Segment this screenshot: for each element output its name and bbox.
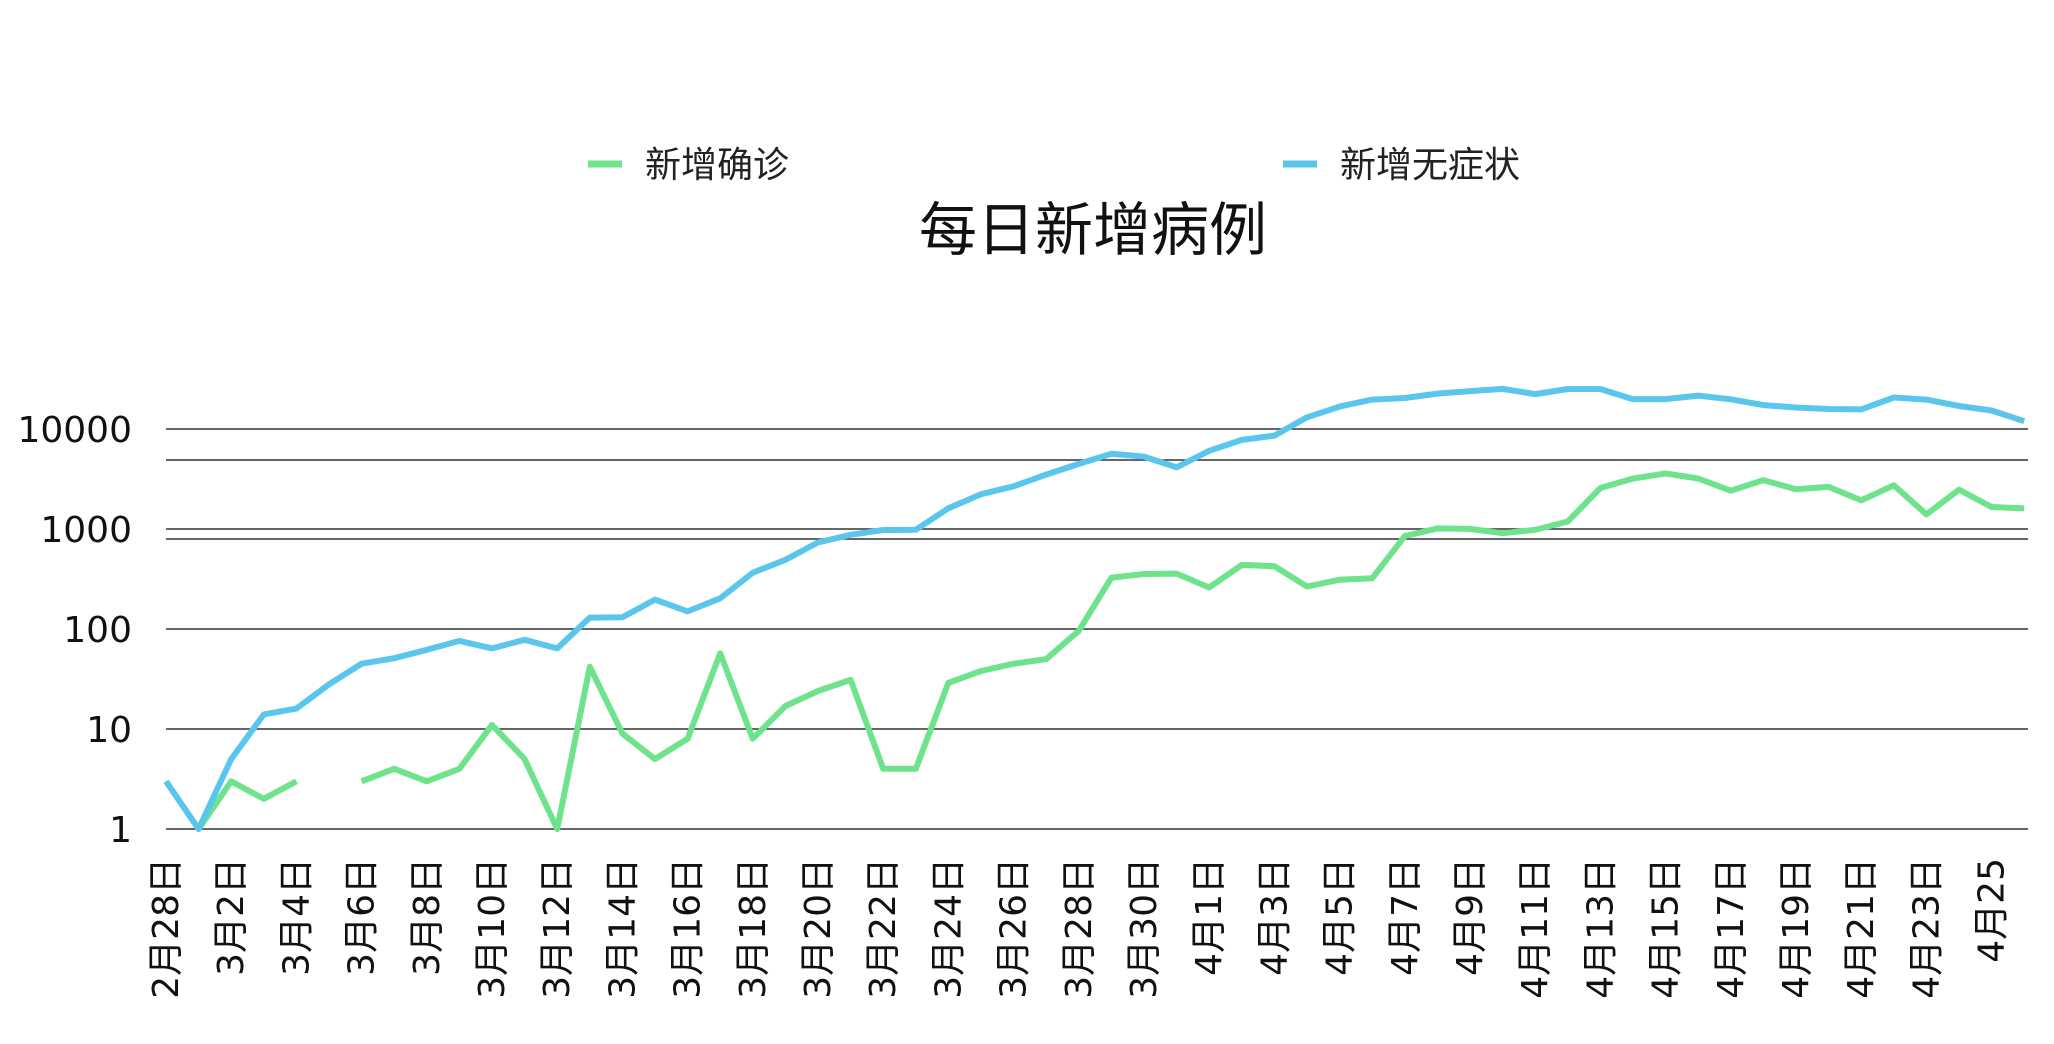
x-tick-label: 4月7日 [1385, 858, 1426, 976]
x-tick-label: 3月14日 [602, 858, 643, 999]
x-tick-label: 4月25 [1972, 858, 2013, 963]
x-tick-label: 4月17日 [1711, 858, 1752, 999]
x-tick-label: 3月8日 [407, 858, 448, 976]
x-tick-label: 3月30日 [1124, 858, 1165, 999]
x-tick-label: 3月28日 [1059, 858, 1100, 999]
x-tick-label: 4月5日 [1320, 858, 1361, 976]
legend: 新增确诊 新增无症状 [588, 145, 1520, 186]
x-tick-label: 3月20日 [798, 858, 839, 999]
x-tick-label: 4月11日 [1515, 858, 1556, 999]
chart-title: 每日新增病例 [919, 196, 1267, 264]
x-tick-label: 4月19日 [1776, 858, 1817, 999]
x-tick-label: 3月16日 [668, 858, 709, 999]
y-tick-label: 10000 [17, 410, 132, 451]
y-tick-label: 1 [109, 810, 132, 851]
grid [166, 428, 2028, 830]
x-tick-label: 4月1日 [1189, 858, 1230, 976]
x-tick-label: 3月18日 [733, 858, 774, 999]
series-line-confirmed [196, 470, 2025, 832]
x-tick-label: 3月12日 [537, 858, 578, 999]
x-tick-label: 4月21日 [1841, 858, 1882, 999]
x-tick-label: 3月22日 [863, 858, 904, 999]
x-axis: 2月28日 3月2日 3月4日 3月6日 3月8日 3月10日 3月12日 3月14日 3月16… [146, 858, 2013, 999]
legend-item-asymptomatic: 新增无症状 [1283, 145, 1520, 186]
legend-label-confirmed: 新增确诊 [645, 145, 789, 186]
x-tick-label: 3月24日 [928, 858, 969, 999]
legend-label-asymptomatic: 新增无症状 [1340, 145, 1520, 186]
series-line-asymptomatic [163, 385, 2026, 832]
x-tick-label: 4月13日 [1580, 858, 1621, 999]
x-tick-label: 3月2日 [211, 858, 252, 976]
x-tick-label: 2月28日 [146, 858, 187, 999]
x-tick-label: 4月9日 [1450, 858, 1491, 976]
y-tick-label: 100 [63, 610, 132, 651]
series-layer [163, 385, 2026, 832]
y-tick-label: 1000 [40, 510, 132, 551]
x-tick-label: 3月6日 [342, 858, 383, 976]
y-axis: 1 10 100 1000 10000 [17, 410, 132, 851]
x-tick-label: 3月4日 [276, 858, 317, 976]
x-tick-label: 4月15日 [1646, 858, 1687, 999]
x-tick-label: 3月10日 [472, 858, 513, 999]
y-tick-label: 10 [86, 710, 132, 751]
x-tick-label: 4月3日 [1254, 858, 1295, 976]
x-tick-label: 4月23日 [1906, 858, 1947, 999]
x-tick-label: 3月26日 [994, 858, 1035, 999]
legend-item-confirmed: 新增确诊 [588, 145, 789, 186]
